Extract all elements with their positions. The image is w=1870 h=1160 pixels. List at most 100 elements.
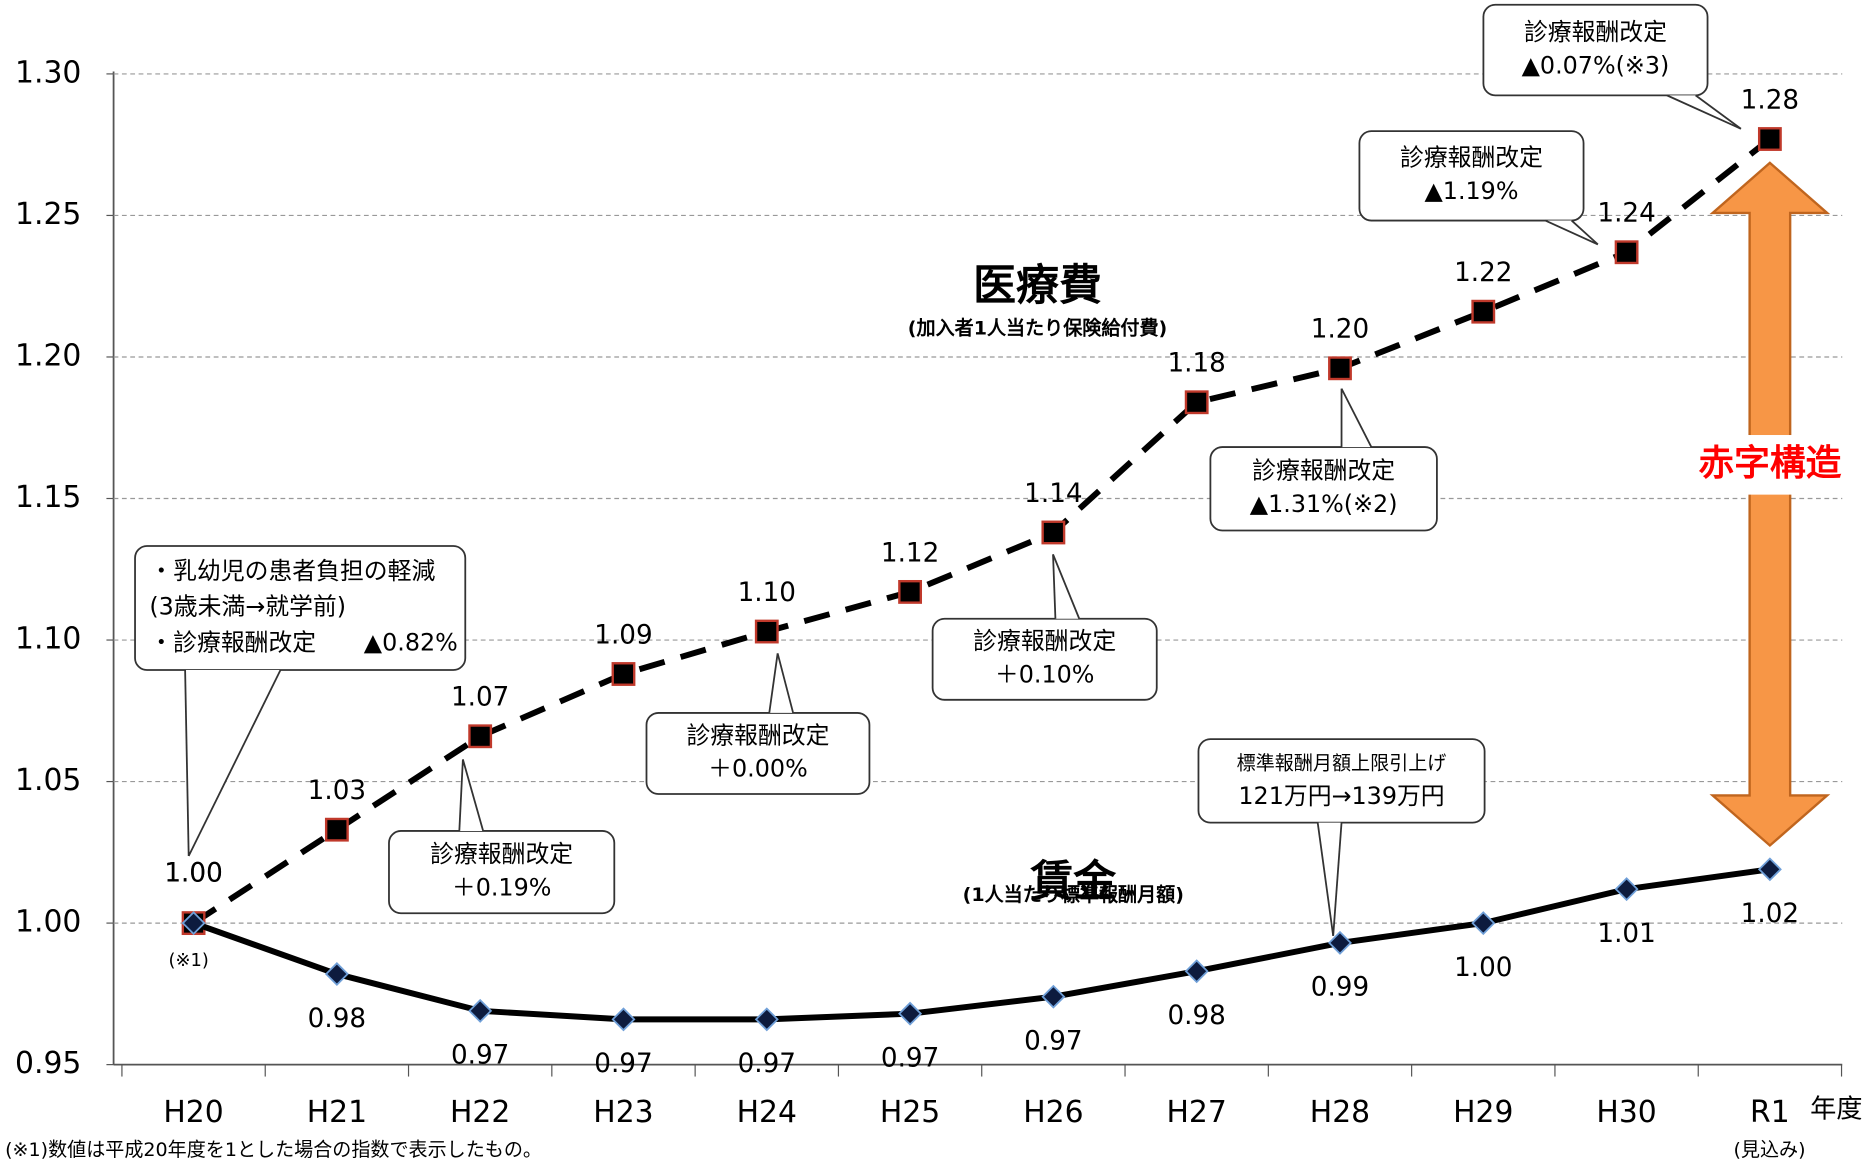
x-tick-label: H30 [1596,1095,1656,1130]
callout-pointer [769,653,794,713]
callout-box [1482,3,1709,97]
marker [1184,390,1209,415]
series-line [191,136,1772,926]
value-label: 1.20 [1311,315,1369,345]
callout-text: ・乳幼児の患者負担の軽減 [149,557,435,585]
series-name: 賃金 [1029,857,1116,907]
marker [1184,959,1209,984]
marker [1041,984,1066,1009]
value-label: 0.97 [594,1049,652,1079]
y-tick-label: 1.20 [15,338,81,373]
marker [1614,877,1639,902]
y-tick-label: 0.95 [15,1046,81,1081]
callout-pointer-edge [1695,94,1742,130]
marker [1041,520,1066,545]
marker [324,817,349,842]
callout-pointer-edge [1666,94,1742,130]
x-axis-unit: 年度 [1810,1094,1862,1124]
value-label: 1.00 [1454,953,1512,983]
footnote: (※1)数値は平成20年度を1とした場合の指数で表示したもの。 [5,1139,542,1160]
x-tick-label: H24 [737,1095,797,1130]
callout-pointer-edge [1052,554,1057,619]
value-label: 1.12 [881,538,939,568]
value-label: 0.97 [881,1043,939,1073]
value-label: 1.10 [738,578,796,608]
marker [898,1001,923,1026]
x-tick-label: H28 [1310,1095,1370,1130]
y-tick-label: 1.00 [15,905,81,940]
callout-pointer-edge [1332,822,1343,936]
value-label: 1.18 [1167,349,1225,379]
value-label: 0.97 [1024,1026,1082,1056]
callout-pointer-edge [1545,219,1599,246]
callout-pointer-edge [187,669,282,857]
value-label: 1.03 [308,776,366,806]
callout-box [1358,130,1585,222]
x-tick-label: R1 [1750,1095,1790,1130]
callout-text: 診療報酬改定 [686,721,829,749]
callout-text: ＋0.00% [708,755,808,783]
value-label: 1.22 [1454,258,1512,288]
series-note: (1人当たり標準報酬月額) [963,883,1184,906]
callout-pointer-edge [458,759,464,832]
y-tick-label: 1.05 [15,763,81,798]
callout-pointer [1317,822,1342,936]
marker [611,1007,636,1032]
marker [1328,356,1352,381]
callout-box [1209,446,1438,532]
callout-pointer-edge [1571,219,1599,246]
marker [1471,911,1496,936]
value-label: 0.97 [738,1049,796,1079]
marker [1614,240,1639,265]
marker [468,724,493,749]
callout-text: 診療報酬改定 [430,840,573,868]
callout-box [645,712,871,795]
callout-box [388,830,616,915]
series-name: 医療費 [973,261,1102,311]
callout-text: ▲1.31%(※2) [1250,490,1398,518]
y-tick-label: 1.30 [15,55,81,90]
value-label: 1.24 [1597,199,1655,229]
value-label: 1.07 [451,683,509,713]
callout-text: 診療報酬改定 [1400,144,1543,172]
callout-text: ▲0.07%(※3) [1522,51,1670,79]
marker [1757,127,1782,151]
marker [754,1007,779,1032]
callout-pointer-edge [1340,388,1373,448]
callout-pointer-edge [462,759,485,832]
x-tick-label: H21 [307,1095,367,1130]
base-note: (※1) [169,950,209,971]
callout-text: ・診療報酬改定 ▲0.82% [149,628,457,656]
x-tick-label: H26 [1023,1095,1083,1130]
x-tick-label: H20 [163,1095,223,1130]
callout-pointer-edge [1052,554,1081,620]
marker [1327,930,1352,955]
callout-text: ＋0.10% [995,660,1095,688]
value-label: 1.02 [1741,899,1799,929]
value-label: 0.97 [451,1041,509,1071]
value-label: 0.99 [1311,973,1369,1003]
value-label: 1.00 [164,859,222,889]
y-tick-label: 1.25 [15,197,81,232]
callout-text: 標準報酬月額上限引上げ [1237,753,1447,775]
callout-pointer-edge [1316,822,1335,936]
y-tick-label: 1.10 [15,622,81,657]
series-line [192,866,1771,1023]
callout-pointer-edge [184,669,190,857]
marker [898,579,923,604]
callout-text: (3歳未満→就学前) [149,593,346,621]
callout-pointer-edge [768,653,779,714]
marker [1471,299,1496,324]
marker [468,998,493,1023]
value-label: 1.28 [1741,85,1799,115]
callout-text: ▲1.19% [1424,177,1518,205]
callout-box [134,545,467,671]
x-tick-label: H22 [450,1095,510,1130]
callout-text: 診療報酬改定 [1252,457,1395,485]
value-label: 1.09 [594,620,652,650]
x-tick-label: H29 [1453,1095,1513,1130]
value-label: 1.00 [164,859,222,889]
value-label: 1.14 [1024,479,1082,509]
value-label: 1.01 [1597,919,1655,949]
